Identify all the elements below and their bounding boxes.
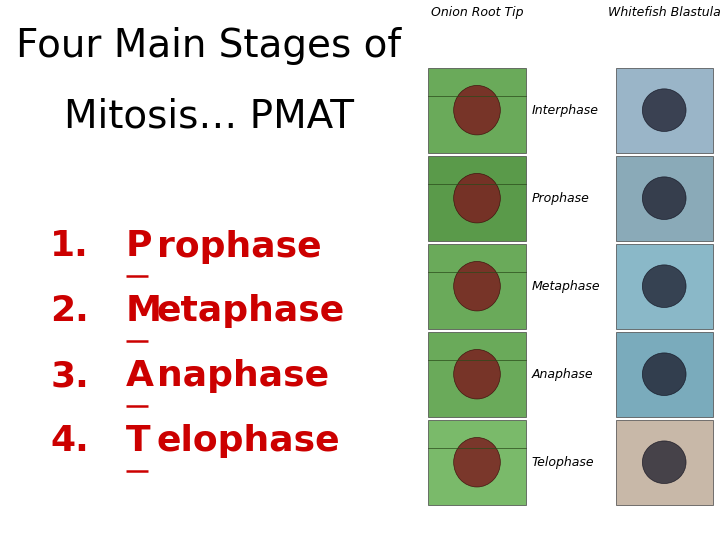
FancyBboxPatch shape <box>616 332 713 417</box>
Text: Anaphase: Anaphase <box>531 368 593 381</box>
Text: M: M <box>126 294 162 328</box>
Text: P: P <box>126 230 153 264</box>
FancyBboxPatch shape <box>428 332 526 417</box>
Text: Prophase: Prophase <box>531 192 589 205</box>
Text: 1.: 1. <box>50 230 89 264</box>
FancyBboxPatch shape <box>428 244 526 329</box>
Text: Telophase: Telophase <box>531 456 594 469</box>
Ellipse shape <box>642 89 686 131</box>
Text: 3.: 3. <box>50 359 89 393</box>
Ellipse shape <box>454 261 500 311</box>
FancyBboxPatch shape <box>428 420 526 505</box>
Text: Four Main Stages of: Four Main Stages of <box>17 27 401 65</box>
Ellipse shape <box>454 349 500 399</box>
Text: Whitefish Blastula: Whitefish Blastula <box>608 6 720 19</box>
Text: A: A <box>126 359 154 393</box>
Text: 4.: 4. <box>50 424 89 458</box>
Text: T: T <box>126 424 150 458</box>
FancyBboxPatch shape <box>428 156 526 241</box>
FancyBboxPatch shape <box>428 68 526 153</box>
Text: naphase: naphase <box>157 359 329 393</box>
Ellipse shape <box>642 177 686 219</box>
Ellipse shape <box>454 437 500 487</box>
Ellipse shape <box>454 173 500 223</box>
Text: Mitosis… PMAT: Mitosis… PMAT <box>64 97 354 135</box>
FancyBboxPatch shape <box>616 68 713 153</box>
Text: Interphase: Interphase <box>531 104 598 117</box>
Text: etaphase: etaphase <box>157 294 345 328</box>
Ellipse shape <box>454 85 500 135</box>
FancyBboxPatch shape <box>616 244 713 329</box>
FancyBboxPatch shape <box>616 156 713 241</box>
Ellipse shape <box>642 353 686 395</box>
Text: Metaphase: Metaphase <box>531 280 600 293</box>
Text: elophase: elophase <box>157 424 341 458</box>
FancyBboxPatch shape <box>616 420 713 505</box>
Text: rophase: rophase <box>157 230 322 264</box>
Ellipse shape <box>642 441 686 484</box>
Ellipse shape <box>642 265 686 308</box>
Text: 2.: 2. <box>50 294 89 328</box>
Text: Onion Root Tip: Onion Root Tip <box>431 6 523 19</box>
